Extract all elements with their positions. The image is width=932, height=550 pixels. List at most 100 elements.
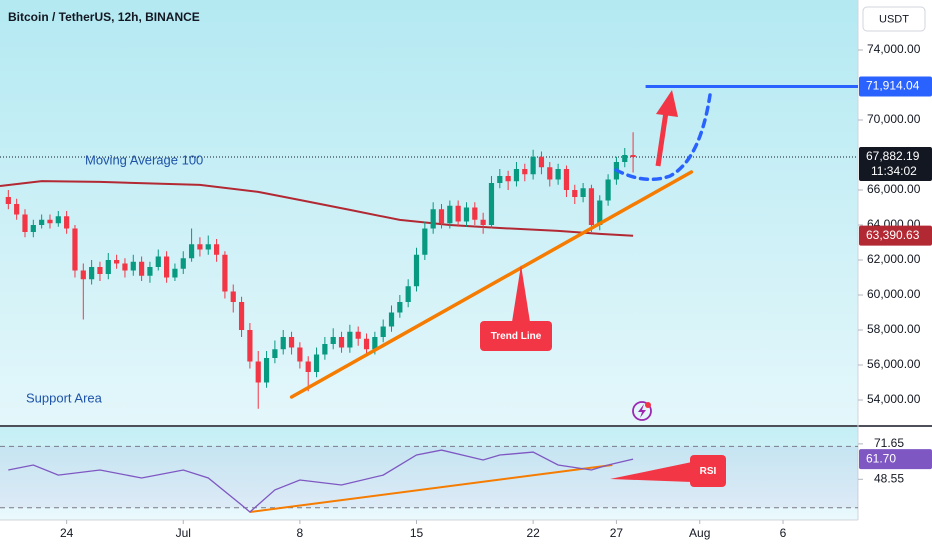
candle-body <box>188 244 195 259</box>
candle-body <box>605 179 611 201</box>
candle-body <box>380 326 386 337</box>
price-tag-label: 61.70 <box>866 451 896 465</box>
currency-button[interactable] <box>862 6 926 32</box>
candle-body <box>114 260 120 264</box>
candle-body <box>222 254 228 292</box>
candle-body <box>622 154 628 162</box>
support-label: Support Area <box>26 390 103 405</box>
candle-body <box>430 209 436 229</box>
trend-label-pointer <box>512 265 530 322</box>
candle-body <box>164 256 170 278</box>
rsi-label: RSI <box>700 466 717 477</box>
candle-body <box>89 267 95 280</box>
x-tick-label: 8 <box>297 526 304 540</box>
candle-body <box>488 182 495 225</box>
candle-body <box>213 244 220 255</box>
candle-body <box>180 258 186 269</box>
ma-label: Moving Average 100 <box>85 152 203 167</box>
candle-body <box>405 286 411 302</box>
chart-title: Bitcoin / TetherUS, 12h, BINANCE <box>8 10 200 24</box>
candle-body <box>272 349 278 358</box>
candle-body <box>422 228 428 255</box>
candle-body <box>330 337 336 344</box>
candle-body <box>630 154 636 158</box>
rsi-band <box>0 446 858 508</box>
candle-body <box>122 263 128 271</box>
candle-body <box>322 344 328 355</box>
candle-body <box>463 207 470 222</box>
candle-body <box>597 200 603 225</box>
price-tag <box>859 76 932 97</box>
candle-body <box>64 216 70 229</box>
trend-label-box <box>480 321 552 351</box>
time-axis <box>0 520 858 550</box>
candle-body <box>147 267 153 276</box>
candle-body <box>263 358 270 383</box>
candle-body <box>30 224 36 232</box>
candle-body <box>155 256 161 267</box>
candle-body <box>472 207 478 220</box>
y-tick-label: 54,000.00 <box>867 392 921 406</box>
price-tag <box>859 225 932 246</box>
candle-body <box>280 337 286 350</box>
candle-body <box>105 260 111 274</box>
trend-line <box>289 170 694 399</box>
candle-body <box>14 203 20 215</box>
candle-body <box>397 302 403 313</box>
candle-body <box>388 312 395 327</box>
y-tick-label: 74,000.00 <box>867 42 921 56</box>
price-tag-label: 71,914.04 <box>866 79 920 93</box>
candle-body <box>505 175 511 182</box>
candle-body <box>172 268 178 278</box>
price-tag-label: 63,390.63 <box>866 228 920 242</box>
lightning-icon[interactable] <box>632 401 652 421</box>
countdown-label: 11:34:02 <box>871 164 917 178</box>
candle-body <box>97 267 103 274</box>
candle-body <box>288 337 295 348</box>
x-tick-label: Jul <box>176 526 191 540</box>
projection-curve <box>614 93 712 182</box>
candle-body <box>530 156 536 175</box>
currency-label: USDT <box>879 13 909 25</box>
candle-body <box>130 261 136 271</box>
x-tick-label: 22 <box>526 526 540 540</box>
candle-body <box>305 361 311 372</box>
candle-body <box>55 216 61 224</box>
x-tick-label: 24 <box>60 526 74 540</box>
y-tick-label: 71.65 <box>874 436 904 450</box>
x-tick-label: 15 <box>410 526 424 540</box>
y-tick-label: 56,000.00 <box>867 357 921 371</box>
candle-body <box>513 168 520 182</box>
projection-arrow <box>655 111 669 167</box>
y-tick-label: 48.55 <box>874 471 904 485</box>
candle-body <box>413 254 420 287</box>
candle-body <box>39 219 45 225</box>
candle-body <box>197 244 203 250</box>
candle-body <box>563 168 570 190</box>
candle-body <box>205 244 211 250</box>
candle-body <box>5 196 11 204</box>
candle-body <box>72 228 78 271</box>
candle-body <box>588 188 595 225</box>
rsi-line <box>8 449 634 513</box>
y-tick-label: 66,000.00 <box>867 182 921 196</box>
trend-label: Trend Line <box>491 331 542 342</box>
candle-body <box>313 354 320 372</box>
candle-body <box>438 209 445 224</box>
candle-body <box>372 337 378 350</box>
candle-body <box>139 261 145 276</box>
y-tick-label: 62,000.00 <box>867 252 921 266</box>
candle-body <box>447 205 453 224</box>
candle-body <box>522 168 528 175</box>
projection-arrow-head <box>656 90 678 117</box>
candle-body <box>455 205 461 222</box>
price-tag-label: 67,882.19 <box>866 149 920 163</box>
price-pane <box>0 0 858 425</box>
candle-body <box>347 331 353 348</box>
candle-body <box>363 338 370 350</box>
candle-body <box>22 214 28 232</box>
candle-body <box>580 188 586 197</box>
rsi-trend-line <box>249 464 613 513</box>
